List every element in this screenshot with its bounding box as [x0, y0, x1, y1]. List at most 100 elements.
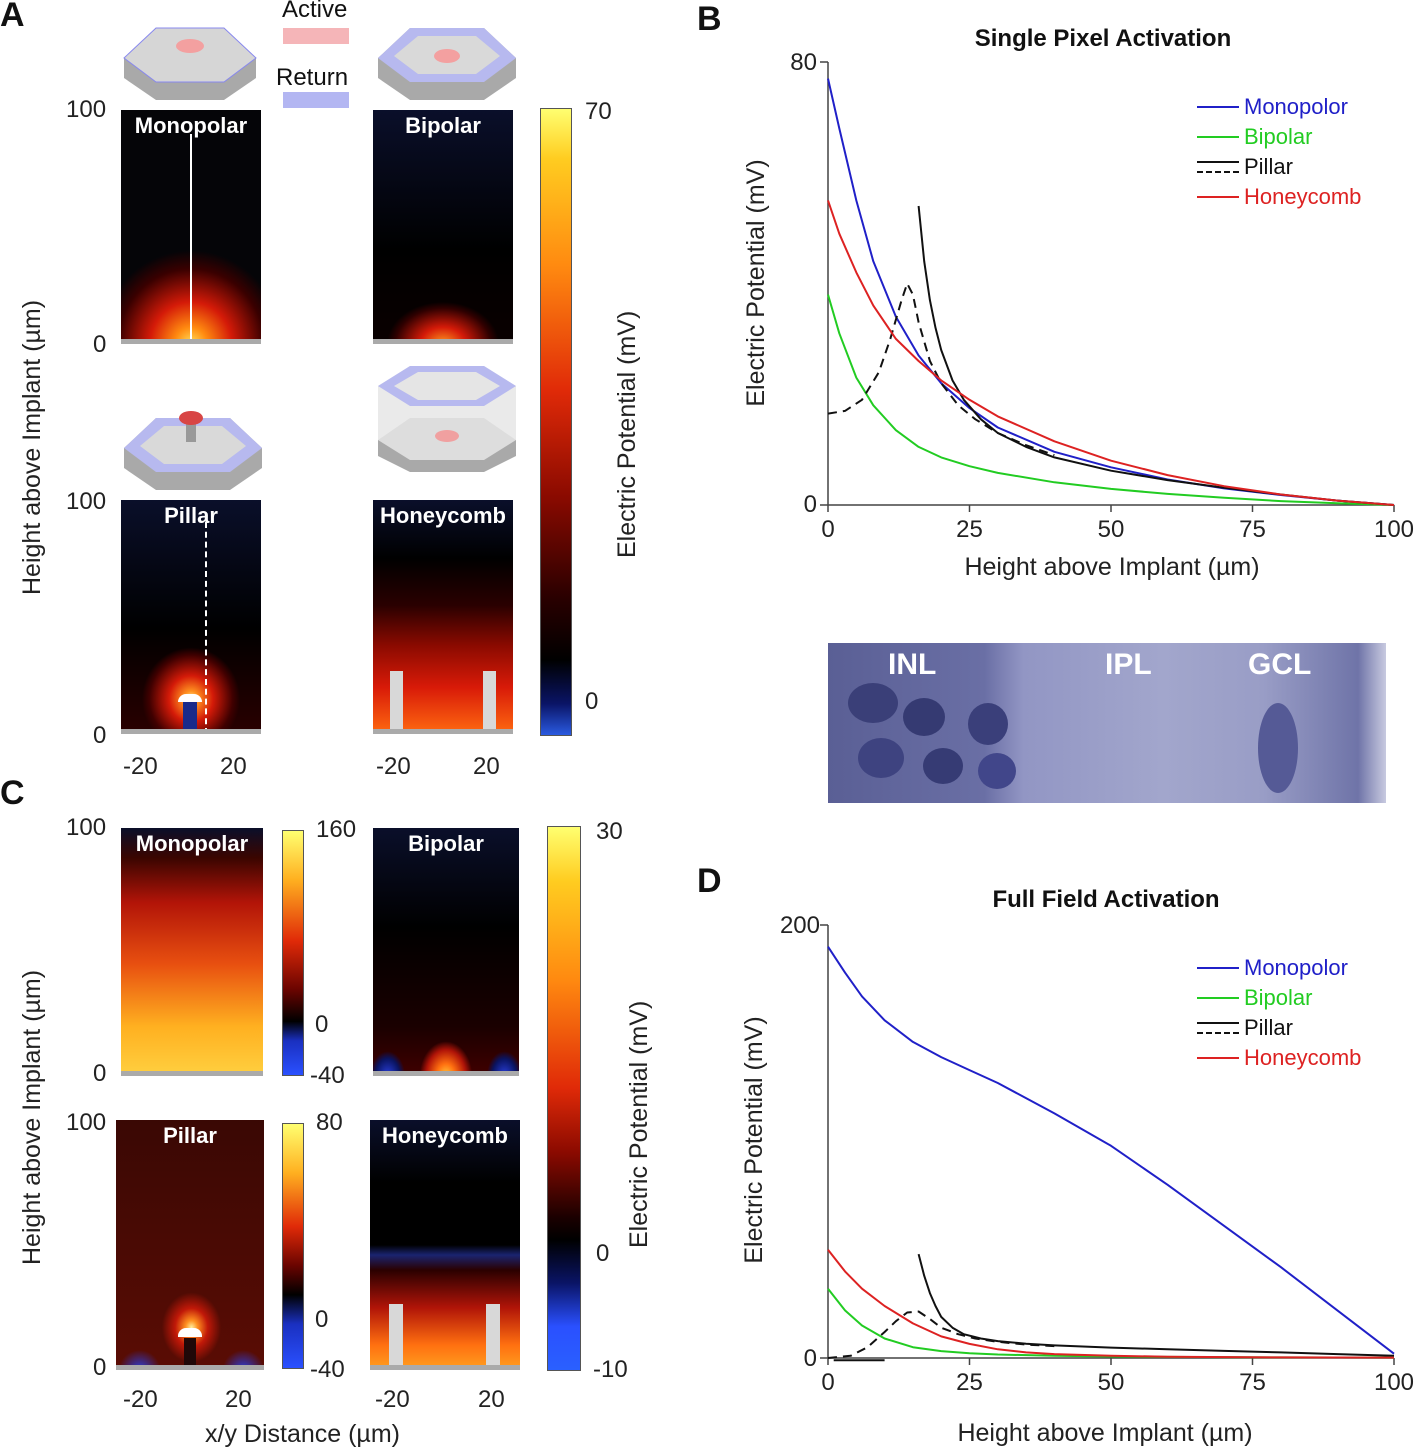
- a-xtick: -20: [376, 753, 411, 780]
- c-colorbar-pillar-max: 80: [316, 1109, 343, 1136]
- c-colorbar-shared-max: 30: [596, 818, 623, 845]
- c-colorbar-shared-min: -10: [593, 1356, 628, 1383]
- chart-d-ylabel: Electric Potential (mV): [740, 1016, 768, 1263]
- a-ytick-bottom-1: 0: [93, 331, 107, 358]
- chart-d: 0 25 50 75 100 200 0 Height above Implant (µ…: [740, 912, 1414, 1447]
- panel-label-a: A: [0, 0, 25, 34]
- implant-base: [121, 1071, 263, 1076]
- c-ytick-top-2: 100: [66, 1109, 107, 1136]
- c-colorbar-pillar-min: -40: [310, 1356, 345, 1383]
- c-colorbar-label: Electric Potential (mV): [625, 1000, 653, 1248]
- chart-d-legend-honeycomb: Honeycomb: [1244, 1045, 1362, 1070]
- c-colorbar-shared: [547, 826, 581, 1371]
- c-colorbar-monopolar-max: 160: [316, 816, 357, 843]
- chart-b-legend-pillar: Pillar: [1244, 154, 1293, 179]
- pillar-post: [183, 698, 197, 730]
- chart-b-series-pillar-dashed: [827, 282, 1055, 457]
- chart-d-series-pillar-solid: [917, 1253, 1395, 1357]
- heatmap-c-bipolar: Bipolar: [373, 828, 519, 1076]
- heatmap-a-bipolar-title: Bipolar: [405, 113, 481, 138]
- a-xtick: -20: [123, 753, 158, 780]
- layer-label-inl: INL: [888, 648, 937, 681]
- c-ytick-bottom-1: 0: [93, 1060, 107, 1087]
- a-xtick: 20: [220, 753, 247, 780]
- heatmap-c-honeycomb: Honeycomb: [370, 1120, 520, 1370]
- chart-d-xtick-label: 75: [1239, 1369, 1266, 1396]
- chart-d-legend-bipolar: Bipolar: [1244, 985, 1313, 1010]
- retina-histology: INL IPL GCL: [828, 643, 1386, 803]
- chart-b-legend-pillar-line: [1197, 161, 1239, 163]
- implant-base: [373, 339, 513, 344]
- heatmap-c-honeycomb-title: Honeycomb: [382, 1123, 508, 1148]
- chart-b-xtick-label: 0: [821, 516, 834, 543]
- chart-d-ytick-label: 0: [804, 1345, 817, 1372]
- chart-d-xtick-label: 25: [956, 1369, 983, 1396]
- profile-line: [205, 522, 207, 734]
- chart-d-series-pillar-dashed: [827, 1310, 1055, 1359]
- a-colorbar-label: Electric Potential (mV): [613, 310, 641, 558]
- a-colorbar-max: 70: [585, 98, 612, 125]
- chart-b-xtick-label: 50: [1098, 516, 1125, 543]
- pillar-cap: [178, 694, 202, 702]
- pillar-cap: [178, 1328, 202, 1337]
- chart-d-legend-pillar: Pillar: [1244, 1015, 1293, 1040]
- chart-b-series-pillar-solid: [917, 205, 1395, 506]
- heatmap-c-bipolar-title: Bipolar: [408, 831, 484, 856]
- heatmap-a-monopolar-title: Monopolar: [134, 113, 248, 138]
- implant-base: [116, 1365, 264, 1370]
- implant-base: [370, 1365, 520, 1370]
- chart-d-legend-pillar-line: [1197, 1022, 1239, 1024]
- heatmap-c-monopolar: Monopolar: [121, 828, 263, 1076]
- heatmap-c-monopolar-title: Monopolar: [135, 831, 249, 856]
- chart-d-xtick-label: 50: [1098, 1369, 1125, 1396]
- c-colorbar-monopolar-min: -40: [310, 1062, 345, 1089]
- chart-b-legend-pillar-dash: [1197, 171, 1239, 173]
- chart-b-legend-bipolar-line: [1197, 136, 1239, 138]
- c-ytick-top-1: 100: [66, 814, 107, 841]
- chart-d-xtick-label: 0: [821, 1369, 834, 1396]
- heatmap-a-pillar: Pillar: [121, 500, 261, 734]
- panel-label-c: C: [0, 774, 25, 812]
- bipolar-electrode-icon: [378, 28, 516, 100]
- chart-d-xlabel: Height above Implant (µm): [957, 1419, 1252, 1447]
- panel-label-d: D: [697, 862, 722, 900]
- heatmap-a-monopolar: Monopolar: [121, 110, 261, 344]
- chart-d-legend-pillar-dash: [1197, 1032, 1239, 1034]
- chart-b: 0 25 50 75 100 80 0 Height above Implant (µm…: [742, 49, 1414, 581]
- a-ytick-top-2: 100: [66, 488, 107, 515]
- heatmap-a-bipolar: Bipolar: [373, 110, 513, 344]
- a-xtick: 20: [473, 753, 500, 780]
- pillar-electrode-icon: [124, 411, 262, 490]
- chart-b-series-honeycomb: [827, 200, 1395, 506]
- chart-b-xtick-label: 25: [956, 516, 983, 543]
- profile-line: [190, 134, 192, 344]
- implant-base: [121, 729, 261, 734]
- chart-d-legend-honeycomb-line: [1197, 1057, 1239, 1059]
- heatmap-c-pillar: Pillar: [116, 1120, 264, 1370]
- layer-label-gcl: GCL: [1248, 648, 1312, 681]
- chart-d-legend-bipolar-line: [1197, 997, 1239, 999]
- chart-d-title: Full Field Activation: [992, 886, 1220, 913]
- legend-return-swatch: [283, 92, 349, 108]
- c-colorbar-monopolar-zero: 0: [315, 1011, 329, 1038]
- legend-return-label: Return: [276, 64, 349, 91]
- honeycomb-wall-right: [483, 671, 496, 731]
- chart-b-ytick-label: 80: [790, 49, 817, 76]
- chart-d-legend-monopolar-line: [1197, 967, 1239, 969]
- c-colorbar-monopolar: [282, 830, 304, 1076]
- chart-b-xlabel: Height above Implant (µm): [964, 553, 1259, 581]
- chart-d-xtick-label: 100: [1374, 1369, 1414, 1396]
- c-ylabel: Height above Implant (µm): [18, 969, 46, 1265]
- honeycomb-wall-right: [486, 1304, 500, 1368]
- heatmap-c-pillar-title: Pillar: [163, 1123, 217, 1148]
- implant-base: [373, 1071, 519, 1076]
- panel-label-b: B: [697, 0, 722, 38]
- chart-b-ylabel: Electric Potential (mV): [742, 159, 770, 406]
- c-xtick: 20: [478, 1386, 505, 1413]
- chart-d-series-honeycomb: [827, 1249, 1395, 1359]
- c-xtick: -20: [375, 1386, 410, 1413]
- chart-b-legend-honeycomb-line: [1197, 196, 1239, 198]
- honeycomb-electrode-icon: [378, 366, 516, 472]
- heatmap-a-honeycomb: Honeycomb: [373, 500, 513, 734]
- chart-d-legend-monopolar: Monopolor: [1244, 955, 1348, 980]
